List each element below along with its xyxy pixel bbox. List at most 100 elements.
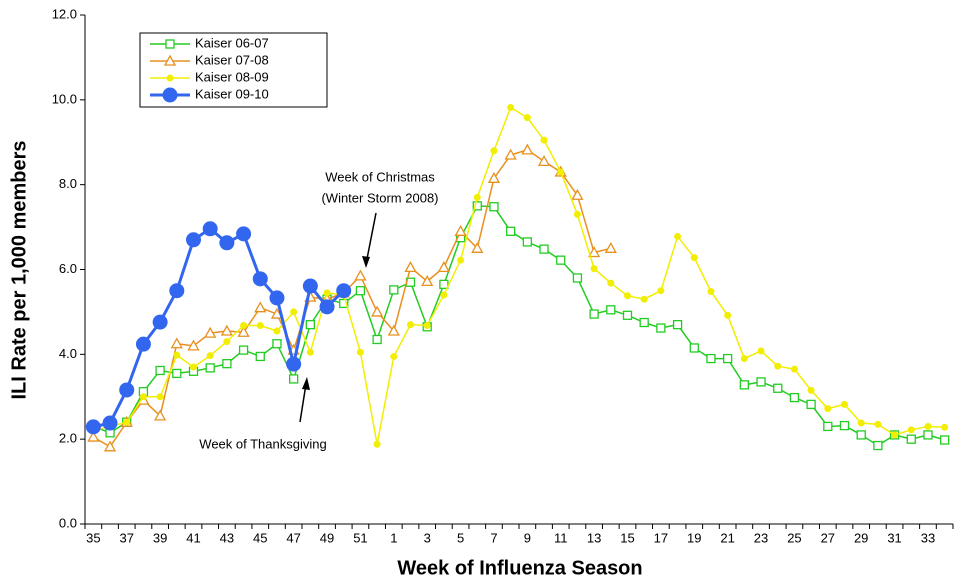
marker (254, 301, 267, 313)
x-tick-label: 13 (587, 530, 601, 545)
x-tick-label: 47 (286, 530, 300, 545)
marker (302, 278, 318, 294)
marker (119, 382, 135, 398)
marker (790, 365, 798, 373)
arrow (365, 212, 377, 265)
marker (504, 148, 517, 160)
marker (573, 210, 581, 218)
marker (404, 261, 417, 273)
marker (154, 409, 167, 421)
marker (873, 440, 883, 451)
marker (487, 171, 501, 183)
marker (102, 415, 118, 431)
marker (269, 290, 285, 306)
marker (689, 343, 699, 353)
marker (757, 347, 765, 355)
marker (572, 273, 583, 283)
marker (437, 261, 450, 273)
x-tick-label: 43 (220, 530, 234, 545)
marker (103, 440, 117, 452)
marker (457, 256, 465, 264)
marker (223, 338, 231, 346)
y-tick-label: 0.0 (59, 515, 77, 530)
marker (139, 393, 147, 401)
marker (707, 288, 715, 296)
series-line (93, 205, 945, 447)
y-axis-title: ILI Rate per 1,000 members (8, 140, 30, 399)
marker (220, 324, 233, 336)
marker (724, 311, 732, 319)
marker (907, 426, 915, 434)
marker (371, 305, 384, 317)
marker (940, 435, 950, 445)
marker (739, 380, 749, 390)
marker (839, 420, 850, 431)
marker (756, 377, 766, 387)
marker (206, 352, 214, 360)
marker (690, 254, 698, 262)
marker (472, 201, 482, 211)
y-tick-label: 8.0 (59, 176, 77, 191)
marker (421, 275, 434, 287)
annotation: Week of Christmas (325, 169, 435, 184)
x-tick-label: 39 (153, 530, 167, 545)
marker (238, 345, 249, 355)
marker (123, 418, 131, 426)
series-line (93, 106, 945, 445)
x-tick-label: 37 (119, 530, 133, 545)
y-tick-label: 2.0 (59, 431, 77, 446)
x-tick-label: 35 (86, 530, 100, 545)
marker (339, 298, 349, 309)
marker (789, 392, 800, 403)
marker (286, 356, 302, 372)
marker (537, 154, 551, 166)
marker (170, 337, 183, 349)
marker (604, 241, 617, 253)
marker (856, 430, 866, 440)
marker (389, 285, 399, 295)
marker (473, 193, 481, 201)
marker (923, 430, 933, 440)
marker (590, 265, 598, 273)
marker (355, 286, 366, 296)
x-tick-label: 21 (720, 530, 734, 545)
x-tick-label: 11 (554, 530, 568, 545)
marker (290, 308, 298, 316)
y-tick-label: 6.0 (59, 261, 77, 276)
marker (336, 283, 352, 299)
marker (723, 353, 733, 364)
marker (219, 235, 235, 251)
marker (823, 421, 833, 432)
marker (323, 289, 331, 297)
x-tick-label: 1 (390, 530, 397, 545)
marker (740, 355, 748, 363)
annotation: (Winter Storm 2008) (321, 190, 438, 205)
x-tick-label: 17 (654, 530, 668, 545)
marker (540, 136, 548, 144)
arrow (299, 383, 307, 423)
marker (624, 292, 631, 300)
marker (607, 279, 615, 287)
marker (173, 351, 181, 359)
x-tick-label: 5 (457, 530, 464, 545)
marker (387, 324, 400, 336)
marker (656, 323, 666, 333)
marker (439, 279, 449, 289)
marker (506, 226, 516, 236)
marker (240, 321, 248, 329)
marker (471, 241, 484, 253)
x-tick-label: 27 (821, 530, 835, 545)
x-tick-label: 41 (186, 530, 200, 545)
marker (557, 168, 565, 176)
x-tick-label: 7 (490, 530, 497, 545)
x-tick-label: 3 (424, 530, 431, 545)
marker (440, 291, 448, 299)
marker (941, 423, 949, 431)
marker (857, 419, 865, 427)
marker (272, 339, 282, 349)
marker (390, 352, 398, 360)
x-tick-label: 51 (353, 530, 367, 545)
marker (706, 353, 716, 364)
marker (135, 336, 151, 352)
arrowhead (362, 256, 370, 268)
